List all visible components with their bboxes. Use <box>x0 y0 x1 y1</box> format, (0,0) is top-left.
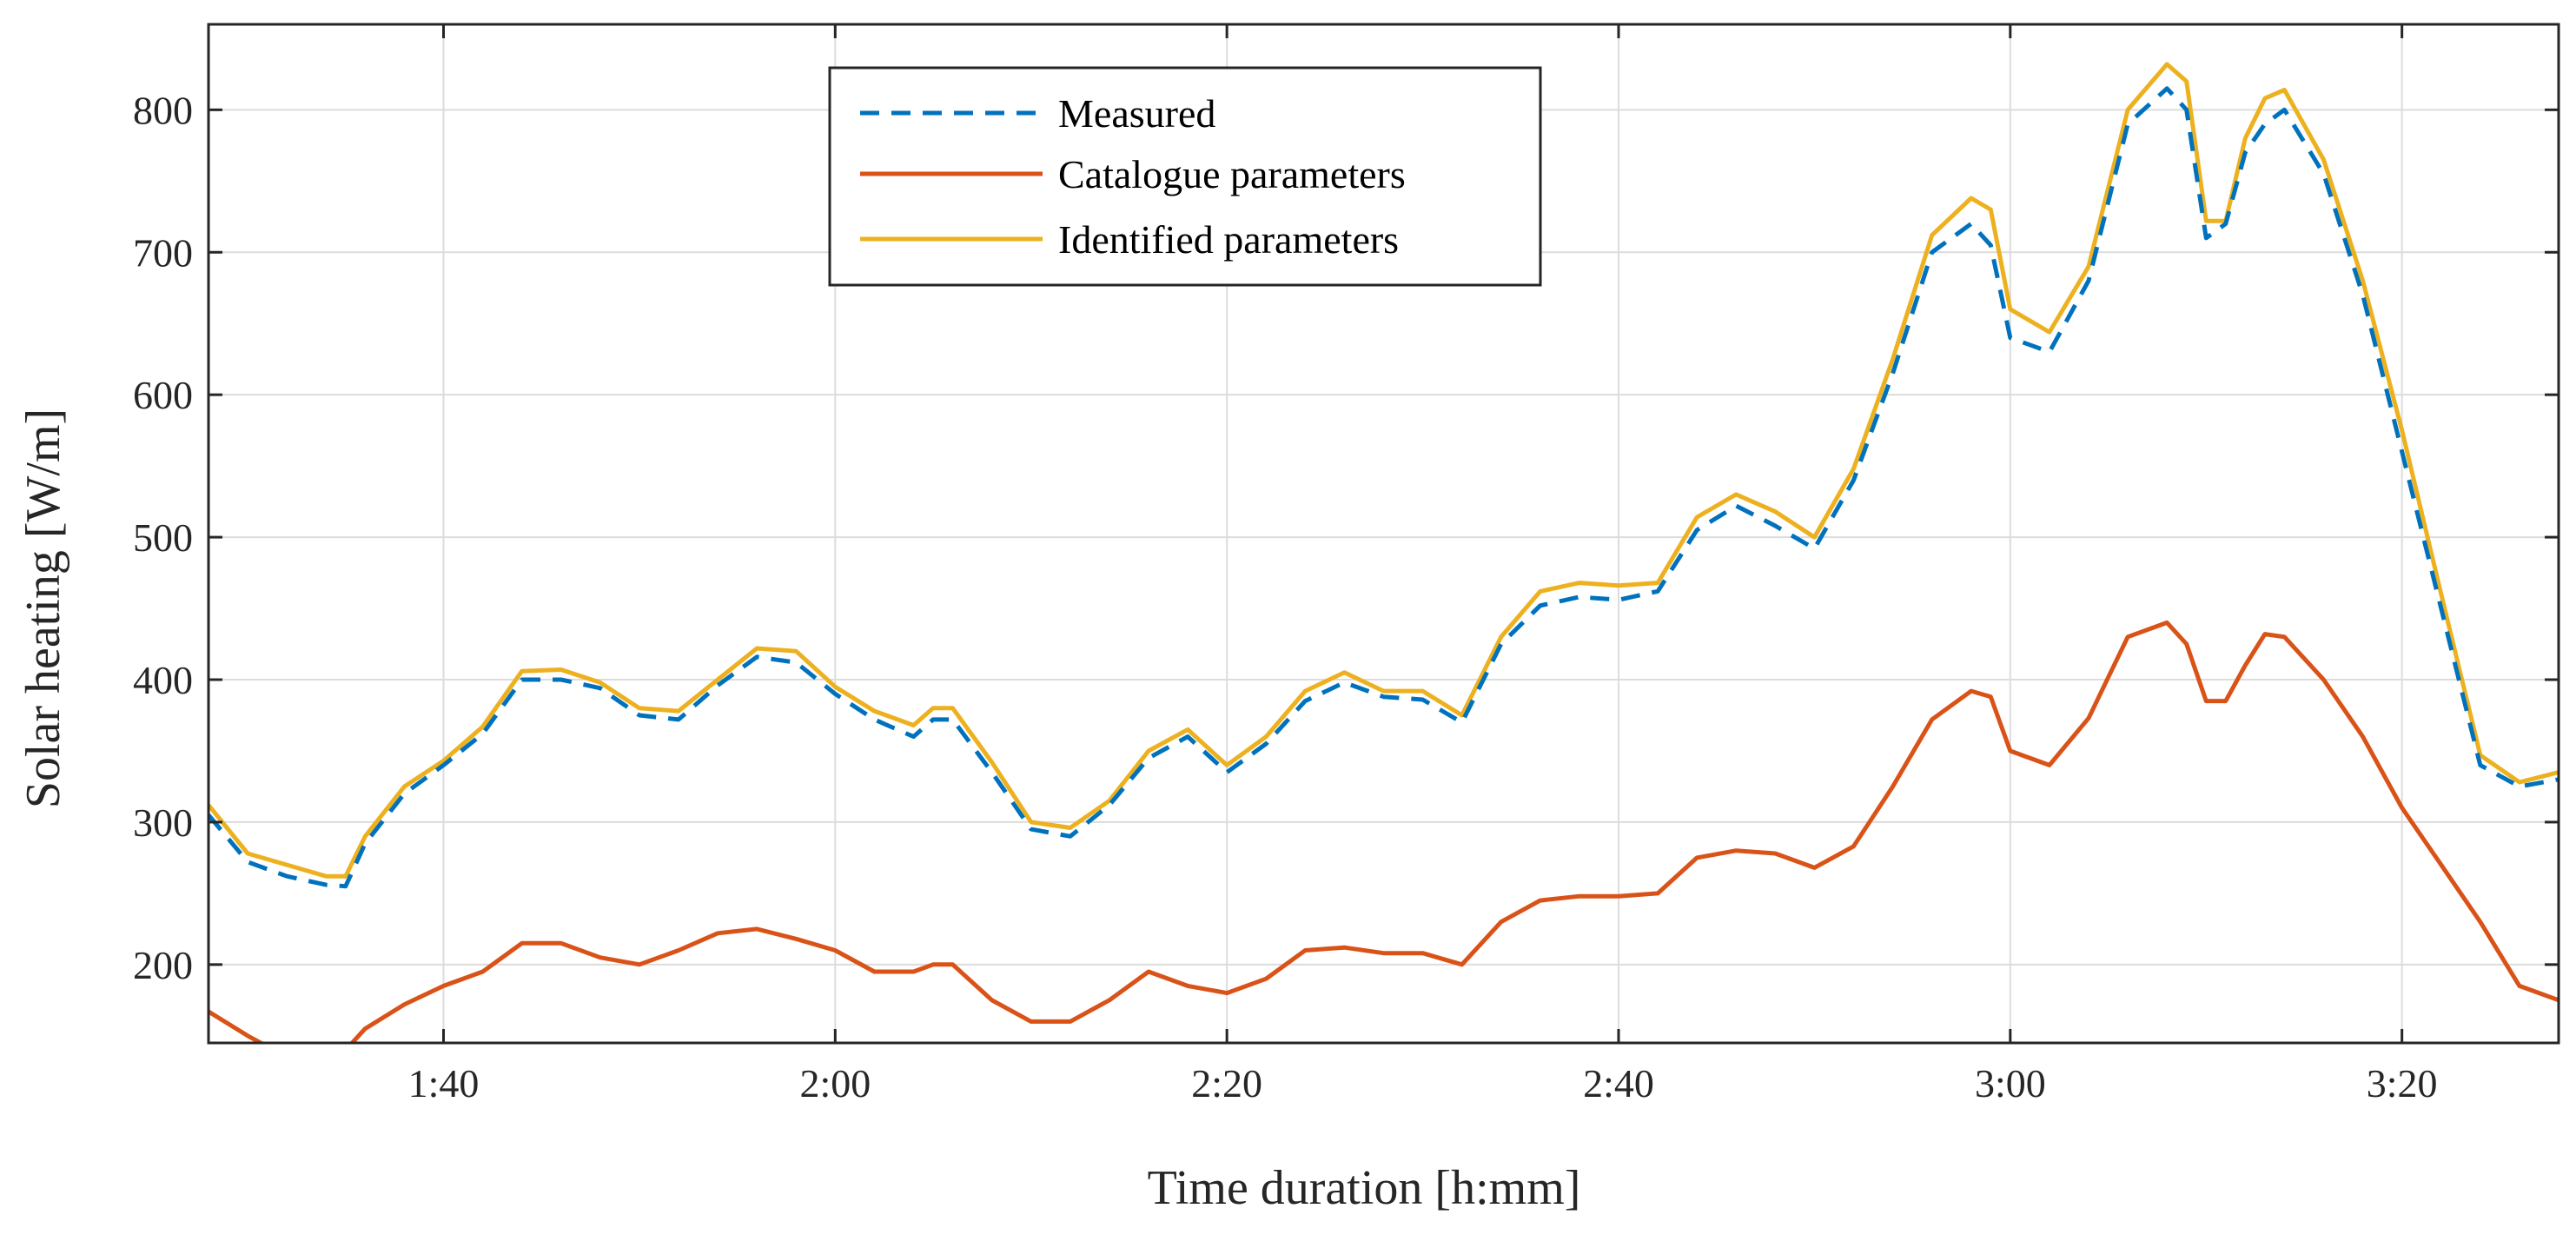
legend-label-identified: Identified parameters <box>1058 217 1399 262</box>
y-tick-label: 200 <box>133 943 193 987</box>
y-tick-label: 800 <box>133 88 193 132</box>
y-tick-label: 500 <box>133 515 193 560</box>
x-tick-labels: 1:40 2:00 2:20 2:40 3:00 3:20 <box>408 1061 2438 1106</box>
x-axis-title: Time duration [h:mm] <box>1148 1161 1581 1215</box>
x-tick-label: 1:40 <box>408 1061 480 1106</box>
series-lines <box>209 62 2559 1043</box>
series-line-measured <box>209 86 2559 889</box>
x-tick-label: 3:00 <box>1975 1061 2046 1106</box>
x-tick-label: 2:40 <box>1583 1061 1654 1106</box>
series-line-catalogue <box>209 620 2559 1043</box>
y-tick-label: 700 <box>133 230 193 275</box>
y-tick-label: 300 <box>133 800 193 845</box>
legend: Measured Catalogue parameters Identified… <box>828 66 1542 287</box>
legend-box <box>828 66 1542 287</box>
plot-frame <box>207 23 2560 1045</box>
legend-label-measured: Measured <box>1058 91 1215 136</box>
y-tick-labels: 200 300 400 500 600 700 800 <box>133 88 193 986</box>
x-tick-label: 2:20 <box>1191 1061 1262 1106</box>
series-line-identified <box>209 62 2559 879</box>
y-axis-title: Solar heating [W/m] <box>17 408 70 808</box>
legend-label-catalogue: Catalogue parameters <box>1058 152 1406 196</box>
y-tick-label: 400 <box>133 658 193 702</box>
axis-ticks <box>209 24 2559 1043</box>
x-tick-label: 2:00 <box>799 1061 871 1106</box>
x-tick-label: 3:20 <box>2367 1061 2438 1106</box>
y-tick-label: 600 <box>133 373 193 417</box>
